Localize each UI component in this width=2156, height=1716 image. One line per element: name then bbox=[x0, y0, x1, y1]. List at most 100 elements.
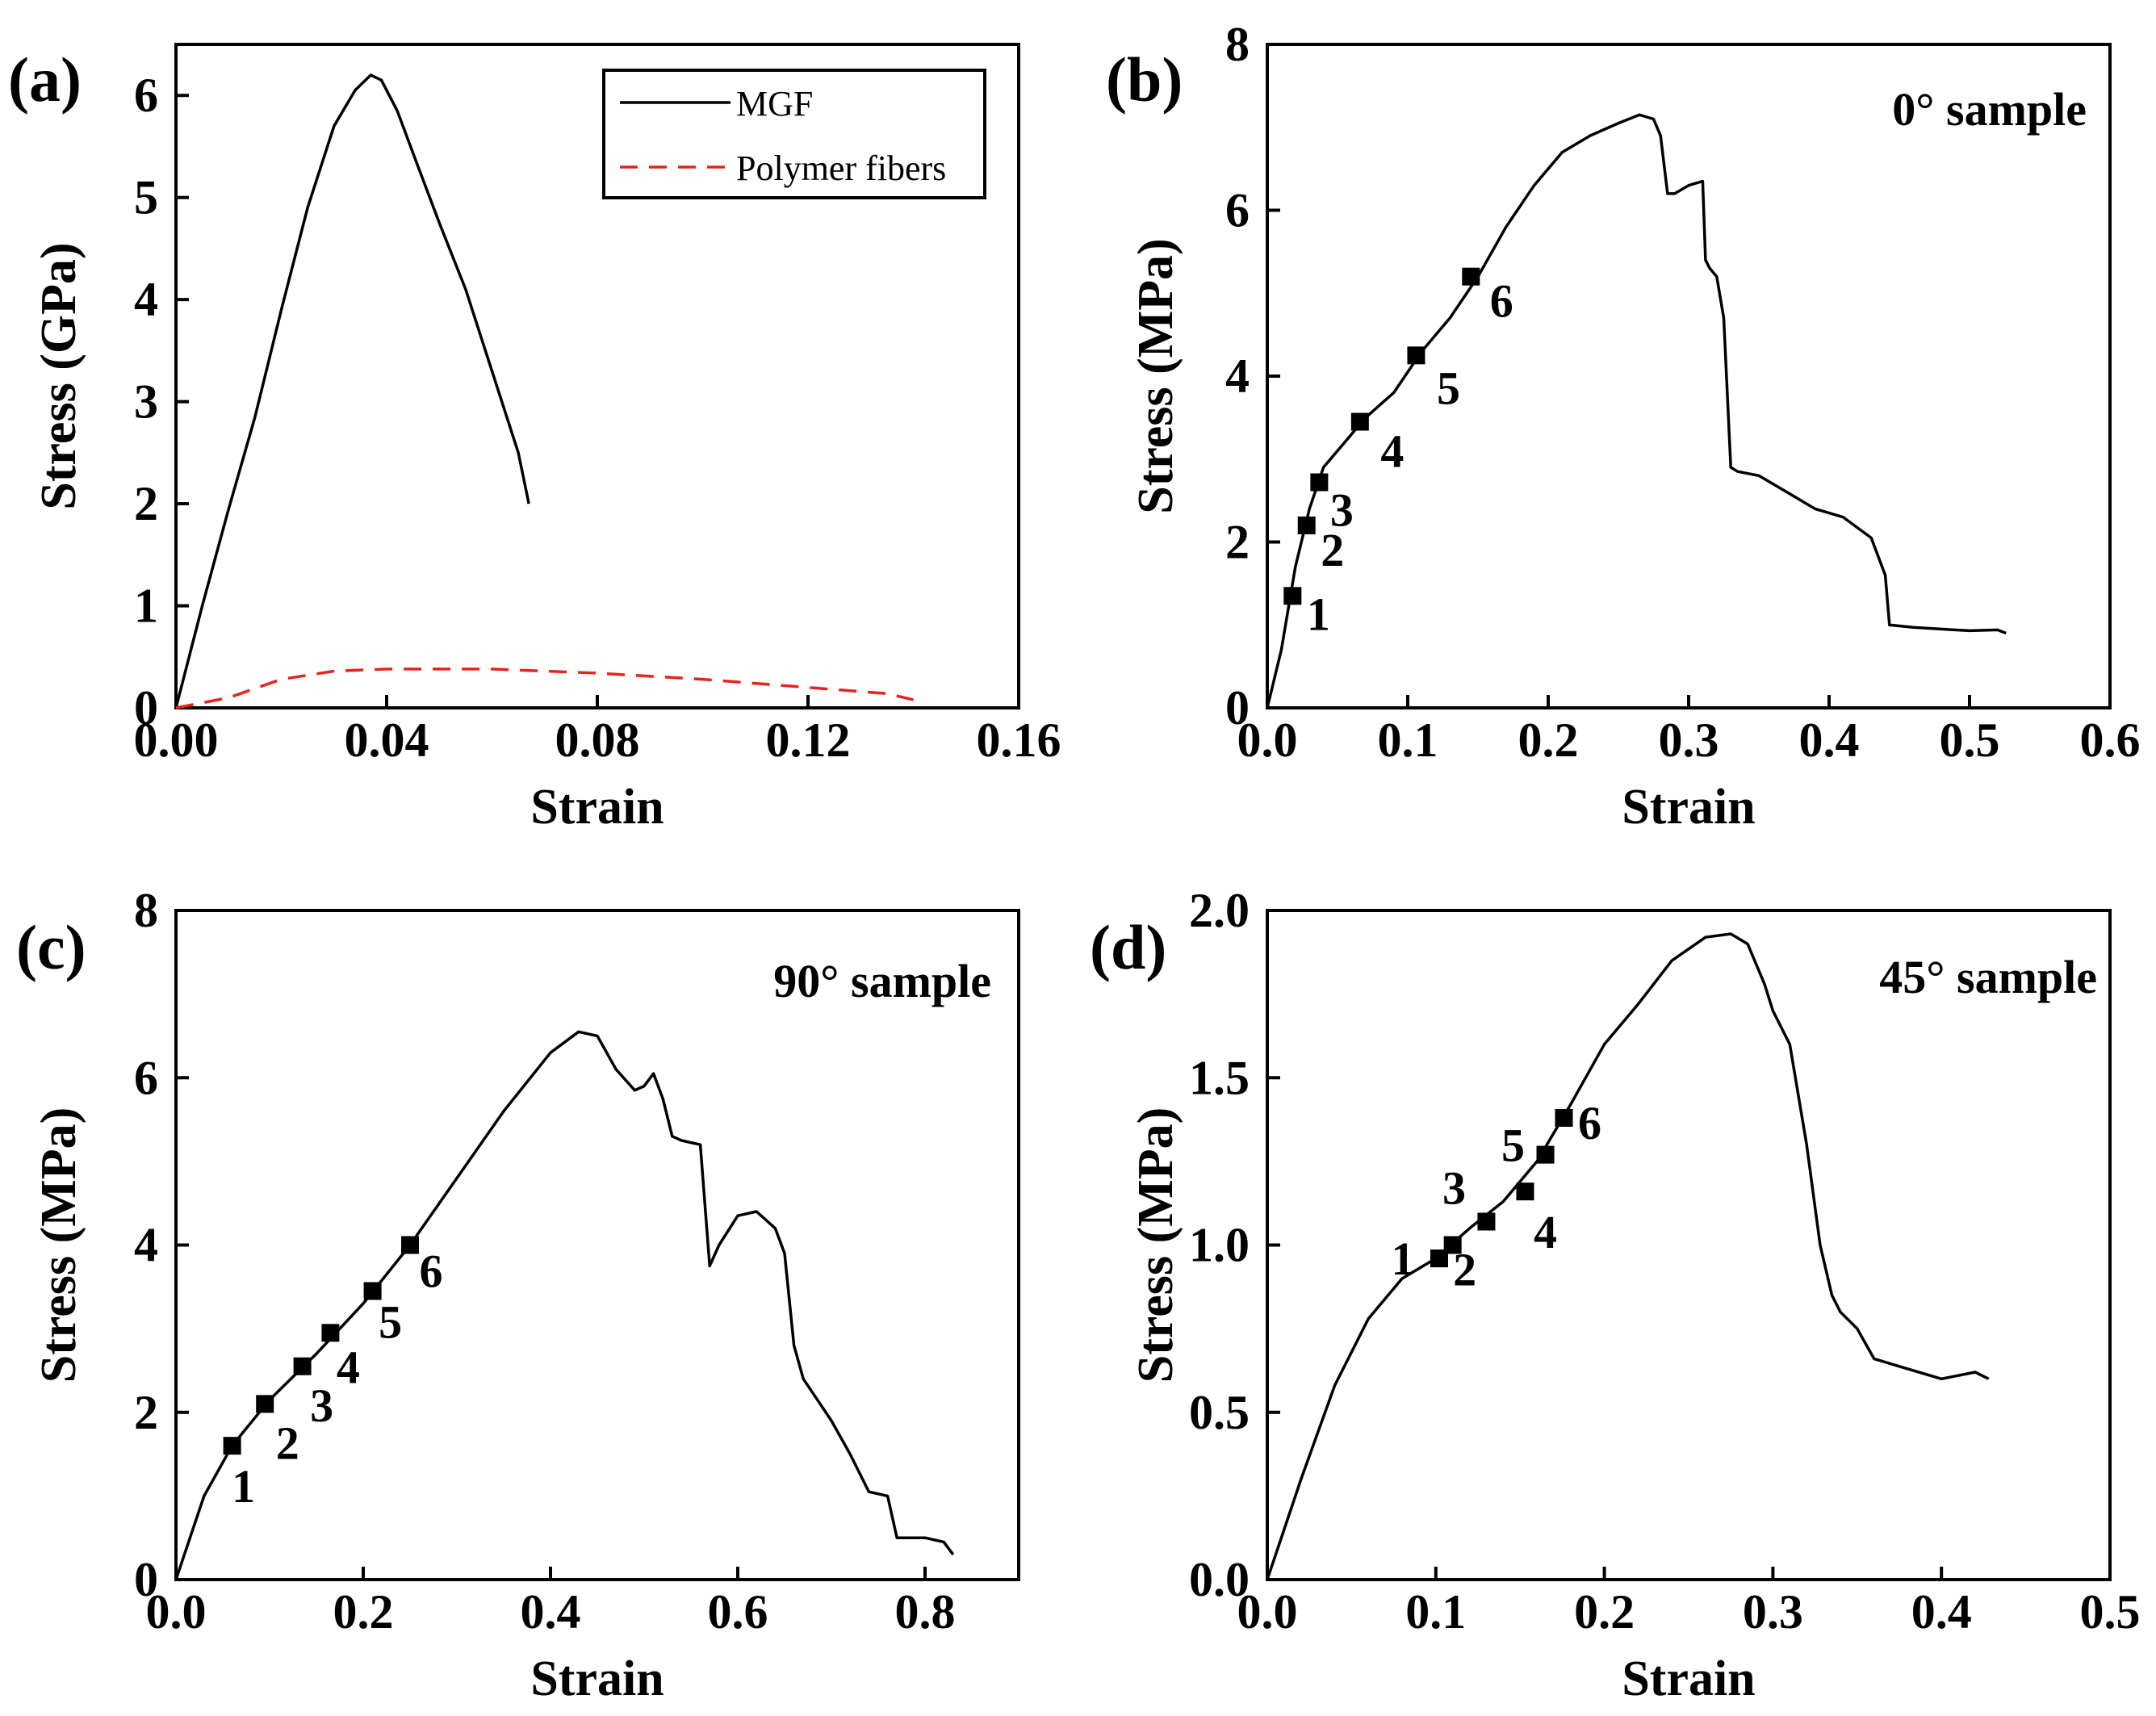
x-tick-label: 0.2 bbox=[333, 1585, 394, 1639]
x-tick-label: 0.8 bbox=[895, 1585, 956, 1639]
data-marker-1 bbox=[1283, 587, 1302, 605]
marker-label-4: 4 bbox=[1380, 425, 1404, 478]
y-tick-label: 0 bbox=[134, 1553, 158, 1606]
legend-label: Polymer fibers bbox=[736, 149, 946, 188]
y-tick-label: 6 bbox=[134, 69, 158, 122]
x-axis-title: Strain bbox=[530, 780, 664, 835]
data-marker-5 bbox=[1407, 346, 1425, 365]
data-marker-2 bbox=[256, 1395, 274, 1413]
x-tick-label: 0.1 bbox=[1378, 714, 1438, 767]
data-marker-3 bbox=[1477, 1212, 1496, 1231]
y-tick-label: 6 bbox=[134, 1051, 158, 1104]
x-tick-label: 0.1 bbox=[1405, 1585, 1466, 1639]
y-tick-label: 8 bbox=[1225, 18, 1250, 71]
stress-strain-curve bbox=[174, 1030, 955, 1580]
panel-a: (a) 0.00 0.04 0.08 0.12 0.16 0 1 2 3 4 5 6 Strain Stre… bbox=[8, 43, 1061, 835]
legend-box bbox=[602, 69, 986, 199]
marker-label-2: 2 bbox=[1321, 524, 1344, 576]
y-tick-label: 1 bbox=[134, 580, 158, 633]
panel-d: (d) 0.0 0.1 0.2 0.3 0.4 0.5 0.0 0.5 1.0 1.5 2.0 Stra… bbox=[1090, 884, 2141, 1706]
y-tick-label: 0 bbox=[1225, 681, 1250, 735]
y-tick-label: 2 bbox=[1225, 516, 1250, 569]
x-tick-label: 0.0 bbox=[1237, 714, 1298, 767]
data-marker-1 bbox=[1430, 1249, 1448, 1268]
x-tick-label: 0.4 bbox=[521, 1585, 581, 1639]
marker-label-3: 3 bbox=[310, 1379, 333, 1432]
y-tick-label: 5 bbox=[134, 171, 158, 224]
stress-strain-curve bbox=[1266, 932, 1990, 1580]
y-axis-title: Stress (GPa) bbox=[31, 242, 86, 509]
x-axis-title: Strain bbox=[1622, 780, 1755, 835]
y-tick-label: 2 bbox=[134, 1386, 158, 1439]
y-tick-label: 2 bbox=[134, 477, 158, 530]
x-tick-label: 0.3 bbox=[1743, 1585, 1803, 1639]
x-tick-label: 0.6 bbox=[2080, 714, 2141, 767]
marker-label-1: 1 bbox=[232, 1460, 255, 1513]
sample-annotation: 0° sample bbox=[1892, 83, 2087, 136]
polymer-fibers-curve bbox=[175, 668, 914, 709]
x-tick-label: 0.0 bbox=[1237, 1585, 1298, 1639]
data-marker-1 bbox=[223, 1437, 241, 1455]
sample-annotation: 90° sample bbox=[773, 955, 991, 1007]
x-tick-label: 0.00 bbox=[134, 714, 219, 767]
mgf-curve bbox=[174, 73, 530, 709]
y-axis-title: Stress (MPa) bbox=[1128, 238, 1183, 513]
data-marker-4 bbox=[321, 1324, 340, 1342]
data-marker-5 bbox=[1536, 1145, 1555, 1164]
x-tick-label: 0.5 bbox=[1940, 714, 2000, 767]
data-marker-4 bbox=[1350, 412, 1369, 431]
marker-label-6: 6 bbox=[420, 1245, 443, 1298]
x-tick-label: 0.04 bbox=[345, 714, 429, 767]
data-marker-2 bbox=[1297, 516, 1316, 534]
y-tick-label: 1.0 bbox=[1189, 1219, 1250, 1272]
plot-frame bbox=[174, 909, 1020, 1581]
plot-frame bbox=[1266, 43, 2112, 709]
x-tick-label: 0.4 bbox=[1911, 1585, 1972, 1639]
x-axis-title: Strain bbox=[1622, 1651, 1755, 1706]
y-tick-label: 3 bbox=[134, 375, 158, 429]
data-marker-2 bbox=[1443, 1236, 1462, 1254]
marker-label-4: 4 bbox=[337, 1341, 360, 1393]
marker-label-1: 1 bbox=[1391, 1233, 1414, 1285]
marker-label-5: 5 bbox=[1501, 1120, 1525, 1172]
marker-label-3: 3 bbox=[1330, 484, 1354, 537]
sample-annotation: 45° sample bbox=[1879, 951, 2097, 1003]
marker-label-1: 1 bbox=[1307, 588, 1330, 640]
x-tick-label: 0.08 bbox=[555, 714, 640, 767]
y-tick-label: 0.0 bbox=[1189, 1553, 1250, 1606]
data-marker-6 bbox=[1555, 1108, 1573, 1127]
marker-label-5: 5 bbox=[379, 1295, 402, 1348]
x-axis-title: Strain bbox=[530, 1651, 664, 1706]
data-marker-3 bbox=[1310, 473, 1329, 492]
y-tick-label: 4 bbox=[1225, 349, 1250, 403]
x-tick-label: 0.0 bbox=[146, 1585, 207, 1639]
data-marker-4 bbox=[1516, 1182, 1534, 1201]
marker-label-2: 2 bbox=[1453, 1244, 1476, 1296]
panel-label: (a) bbox=[8, 44, 82, 115]
x-tick-label: 0.5 bbox=[2080, 1585, 2141, 1639]
y-tick-label: 6 bbox=[1225, 184, 1250, 237]
y-axis-title: Stress (MPa) bbox=[1128, 1107, 1183, 1383]
y-tick-label: 1.5 bbox=[1189, 1051, 1250, 1104]
marker-label-6: 6 bbox=[1578, 1097, 1601, 1149]
x-tick-label: 0.6 bbox=[708, 1585, 768, 1639]
y-tick-label: 8 bbox=[134, 884, 158, 937]
marker-label-5: 5 bbox=[1437, 362, 1460, 414]
marker-label-4: 4 bbox=[1534, 1206, 1557, 1258]
data-marker-5 bbox=[363, 1282, 382, 1300]
x-tick-label: 0.12 bbox=[766, 714, 851, 767]
data-marker-6 bbox=[401, 1236, 419, 1254]
plot-frame bbox=[174, 43, 1020, 709]
data-marker-6 bbox=[1462, 267, 1480, 286]
marker-label-3: 3 bbox=[1442, 1161, 1466, 1214]
panel-label: (d) bbox=[1090, 912, 1166, 982]
legend-label: MGF bbox=[736, 84, 813, 123]
x-tick-label: 0.2 bbox=[1518, 714, 1579, 767]
y-tick-label: 0.5 bbox=[1189, 1386, 1250, 1439]
marker-label-2: 2 bbox=[276, 1417, 299, 1469]
y-axis-title: Stress (MPa) bbox=[31, 1107, 86, 1383]
x-tick-label: 0.16 bbox=[977, 714, 1061, 767]
y-tick-label: 0 bbox=[134, 681, 158, 735]
y-tick-label: 2.0 bbox=[1189, 884, 1250, 937]
